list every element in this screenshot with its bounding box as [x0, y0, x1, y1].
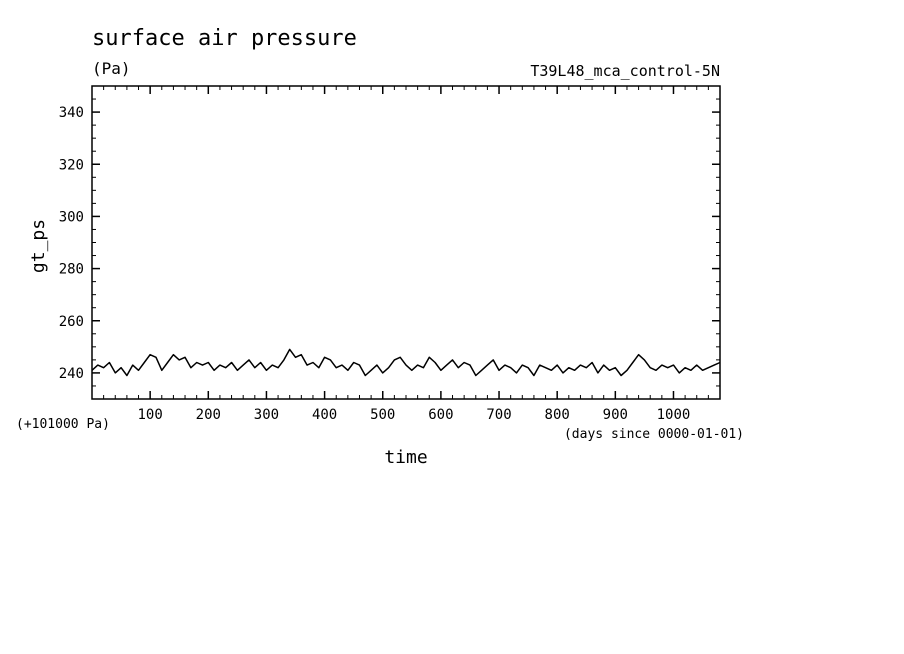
y-tick-label: 320	[59, 157, 84, 173]
x-tick-labels: 100 200 300 400 500 600 700 800 900 1000	[137, 407, 690, 423]
x-axis-label: time	[384, 447, 427, 468]
y-tick-label: 240	[59, 366, 84, 382]
series-line	[91, 348, 721, 377]
x-tick-label: 500	[370, 407, 395, 423]
x-tick-label: 600	[428, 407, 453, 423]
y-tick-label: 260	[59, 314, 84, 330]
plot-frame	[91, 85, 721, 400]
y-tick-label: 340	[59, 105, 84, 121]
tick-marks	[92, 86, 720, 399]
x-unit-label: (days since 0000-01-01)	[564, 427, 744, 442]
x-tick-label: 400	[312, 407, 337, 423]
x-tick-label: 100	[137, 407, 162, 423]
x-tick-label: 900	[603, 407, 628, 423]
y-tick-labels: 240 260 280 300 320 340	[59, 105, 84, 382]
x-tick-label: 300	[254, 407, 279, 423]
y-tick-label: 300	[59, 209, 84, 225]
series-group	[91, 348, 721, 377]
y-tick-label: 280	[59, 262, 84, 278]
x-tick-label: 200	[196, 407, 221, 423]
chart-title: surface air pressure	[92, 26, 357, 51]
y-offset-label: (+101000 Pa)	[16, 417, 110, 432]
y-axis-label: gt_ps	[28, 219, 49, 273]
x-tick-label: 700	[486, 407, 511, 423]
x-tick-label: 800	[545, 407, 570, 423]
units-label: (Pa)	[92, 59, 131, 78]
run-label: T39L48_mca_control-5N	[530, 62, 720, 80]
x-tick-label: 1000	[657, 407, 691, 423]
